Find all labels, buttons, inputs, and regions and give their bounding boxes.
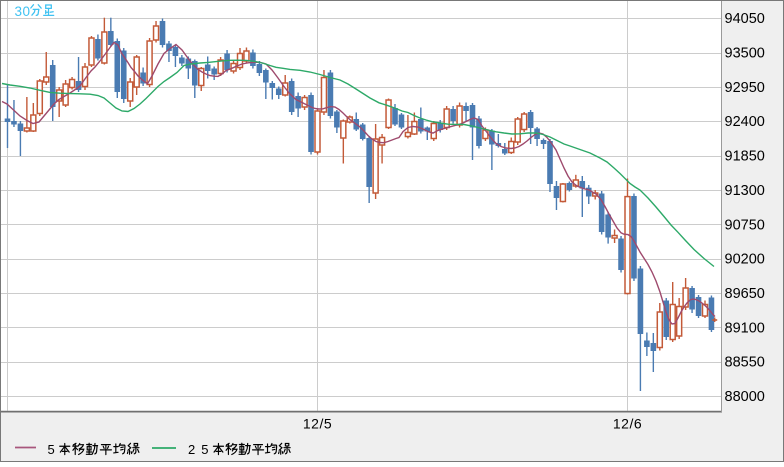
svg-text:94050: 94050 <box>725 11 765 27</box>
svg-text:5: 5 <box>201 442 208 457</box>
svg-text:92950: 92950 <box>725 80 765 96</box>
svg-text:88550: 88550 <box>725 355 765 371</box>
svg-text:90750: 90750 <box>725 217 765 233</box>
svg-text:12/5: 12/5 <box>303 416 332 432</box>
svg-text:92400: 92400 <box>725 114 765 130</box>
svg-text:2: 2 <box>188 442 195 457</box>
svg-text:93500: 93500 <box>725 46 765 62</box>
svg-text:89650: 89650 <box>725 286 765 302</box>
svg-text:90200: 90200 <box>725 252 765 268</box>
svg-text:91850: 91850 <box>725 149 765 165</box>
svg-text:12/6: 12/6 <box>613 416 642 432</box>
svg-text:30: 30 <box>15 4 31 19</box>
svg-text:89100: 89100 <box>725 320 765 336</box>
svg-text:88000: 88000 <box>725 389 765 405</box>
svg-text:5: 5 <box>48 442 55 457</box>
svg-text:91300: 91300 <box>725 183 765 199</box>
